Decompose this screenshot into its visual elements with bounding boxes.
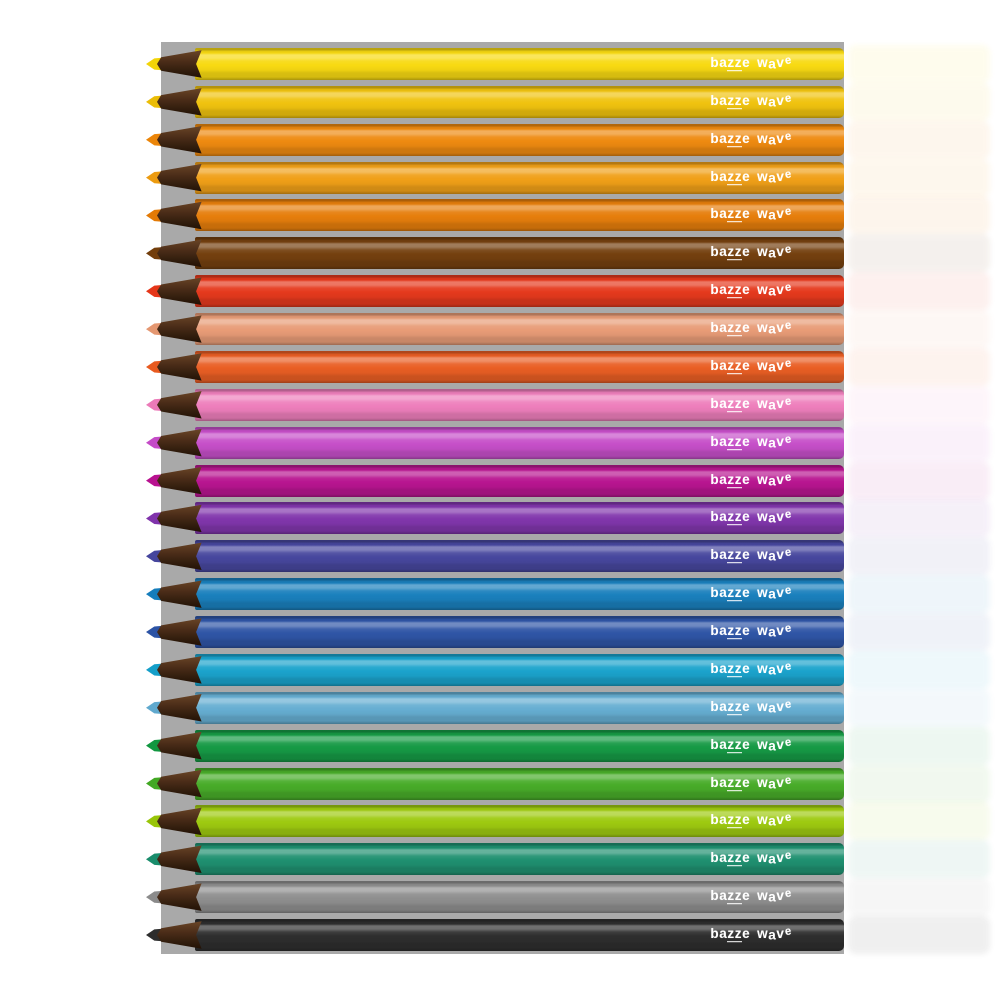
pencil-body: bazze wave	[195, 616, 844, 649]
pencil-row-magenta: bazze wave	[0, 461, 1000, 500]
pencil-row-coral: bazze wave	[0, 347, 1000, 386]
pencil-row-teal: bazze wave	[0, 840, 1000, 879]
pencil-body: bazze wave	[195, 502, 844, 535]
pencil-reflection	[848, 385, 990, 424]
pencil-reflection	[848, 272, 990, 311]
pencil-reflection	[848, 537, 990, 576]
brand-label: bazze wave	[710, 773, 793, 792]
brand-label: bazze wave	[710, 432, 793, 451]
brand-label: bazze wave	[710, 167, 793, 186]
brand-label: bazze wave	[710, 508, 793, 527]
brand-label: bazze wave	[710, 357, 793, 375]
pencil-reflection	[848, 423, 990, 462]
pencil-reflection	[848, 840, 990, 879]
pencil-body: bazze wave	[195, 729, 844, 762]
pencil-body: bazze wave	[195, 48, 844, 80]
pencil-row-dark-orange: bazze wave	[0, 196, 1000, 235]
pencil-body: bazze wave	[195, 85, 844, 118]
pencil-reflection	[848, 234, 990, 273]
brand-label: bazze wave	[710, 205, 793, 224]
brand-label: bazze wave	[710, 54, 793, 72]
pencil-reflection	[848, 120, 990, 159]
pencil-reflection	[848, 650, 990, 689]
pencil-reflection	[848, 461, 990, 500]
pencil-body: bazze wave	[195, 767, 844, 800]
pencil-body: bazze wave	[195, 237, 844, 270]
pencil-row-red: bazze wave	[0, 272, 1000, 311]
pencil-reflection	[848, 499, 990, 538]
brand-label: bazze wave	[710, 470, 793, 489]
pencil-body: bazze wave	[195, 881, 844, 914]
pencil-reflection	[848, 82, 990, 121]
pencil-body: bazze wave	[195, 578, 844, 611]
pencil-row-purple: bazze wave	[0, 499, 1000, 538]
pencil-row-royal-blue: bazze wave	[0, 613, 1000, 652]
pencil-stack: bazze wave bazze wave bazze wave bazze wave …	[0, 45, 1000, 958]
pencil-body: bazze wave	[195, 199, 844, 232]
pencil-body: bazze wave	[195, 388, 844, 421]
brand-label: bazze wave	[710, 660, 793, 678]
photo-gray-backdrop	[161, 42, 844, 954]
pencil-reflection	[848, 764, 990, 803]
pencil-reflection	[848, 575, 990, 614]
pencil-row-sky-blue: bazze wave	[0, 688, 1000, 727]
pencil-body: bazze wave	[195, 464, 844, 497]
pencil-body: bazze wave	[195, 161, 844, 194]
pencil-row-orange: bazze wave	[0, 120, 1000, 159]
brand-label: bazze wave	[710, 849, 793, 867]
pencil-row-orchid: bazze wave	[0, 423, 1000, 462]
pencil-reflection	[848, 310, 990, 349]
pencil-body: bazze wave	[195, 843, 844, 876]
pencil-row-golden-yellow: bazze wave	[0, 82, 1000, 121]
pencil-reflection	[848, 878, 990, 917]
brand-label: bazze wave	[710, 584, 793, 602]
brand-label: bazze wave	[710, 319, 793, 337]
brand-label: bazze wave	[710, 811, 793, 830]
pencil-row-amber: bazze wave	[0, 158, 1000, 197]
pencil-row-black: bazze wave	[0, 916, 1000, 954]
brand-label: bazze wave	[710, 243, 793, 262]
pencil-reflection	[848, 802, 990, 841]
pencil-row-turquoise: bazze wave	[0, 650, 1000, 689]
brand-label: bazze wave	[710, 395, 793, 413]
pencil-body: bazze wave	[195, 313, 844, 346]
pencil-body: bazze wave	[195, 691, 844, 724]
pencil-row-indigo: bazze wave	[0, 537, 1000, 576]
brand-label: bazze wave	[710, 925, 793, 943]
pencil-body: bazze wave	[195, 275, 844, 308]
pencil-body: bazze wave	[195, 919, 844, 951]
pencil-body: bazze wave	[195, 653, 844, 686]
pencil-body: bazze wave	[195, 805, 844, 838]
brand-label: bazze wave	[710, 735, 793, 754]
pencil-reflection	[848, 916, 990, 954]
pencil-reflection	[848, 196, 990, 235]
pencil-row-brown: bazze wave	[0, 234, 1000, 273]
brand-label: bazze wave	[710, 92, 793, 110]
brand-label: bazze wave	[710, 697, 793, 716]
pencil-body: bazze wave	[195, 426, 844, 459]
pencil-row-green: bazze wave	[0, 726, 1000, 765]
brand-label: bazze wave	[710, 622, 793, 640]
pencil-body: bazze wave	[195, 123, 844, 156]
pencil-row-salmon: bazze wave	[0, 310, 1000, 349]
pencil-reflection	[848, 158, 990, 197]
pencil-row-yellow: bazze wave	[0, 45, 1000, 83]
pencil-reflection	[848, 726, 990, 765]
pencil-body: bazze wave	[195, 540, 844, 573]
pencil-row-pink: bazze wave	[0, 385, 1000, 424]
pencil-row-cerulean: bazze wave	[0, 575, 1000, 614]
pencil-row-gray: bazze wave	[0, 878, 1000, 917]
brand-label: bazze wave	[710, 281, 793, 299]
pencil-reflection	[848, 347, 990, 386]
pencil-reflection	[848, 45, 990, 83]
pencil-reflection	[848, 613, 990, 652]
brand-label: bazze wave	[710, 546, 793, 564]
pencil-body: bazze wave	[195, 350, 844, 383]
pencil-row-grass-green: bazze wave	[0, 764, 1000, 803]
pencil-reflection	[848, 688, 990, 727]
brand-label: bazze wave	[710, 887, 793, 905]
pencil-row-lime: bazze wave	[0, 802, 1000, 841]
brand-label: bazze wave	[710, 129, 793, 148]
